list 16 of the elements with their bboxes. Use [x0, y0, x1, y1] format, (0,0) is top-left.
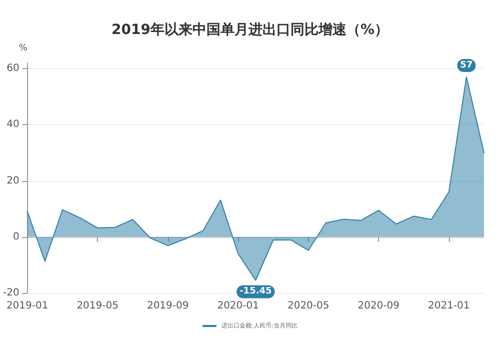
y-tick-label: 20: [6, 175, 20, 186]
x-tick-label: 2021-01: [428, 300, 470, 312]
y-tick-label: 0: [12, 231, 20, 242]
y-axis-title: %: [18, 44, 28, 54]
data-label: -15.45: [240, 286, 272, 297]
x-tick-label: 2019-09: [146, 300, 189, 312]
y-tick-label: 40: [6, 119, 20, 130]
x-tick-label: 2020-09: [358, 300, 400, 312]
x-tick-label: 2019-05: [76, 300, 118, 312]
x-tick-label: 2019-01: [6, 300, 48, 312]
data-label: 57: [460, 60, 473, 71]
chart-title: 2019年以来中国单月进出口同比增速（%）: [112, 22, 388, 38]
x-tick-label: 2020-05: [287, 300, 330, 312]
x-tick-label: 2020-01: [217, 300, 259, 312]
y-tick-label: -20: [2, 288, 20, 298]
y-tick-label: 60: [6, 63, 20, 74]
